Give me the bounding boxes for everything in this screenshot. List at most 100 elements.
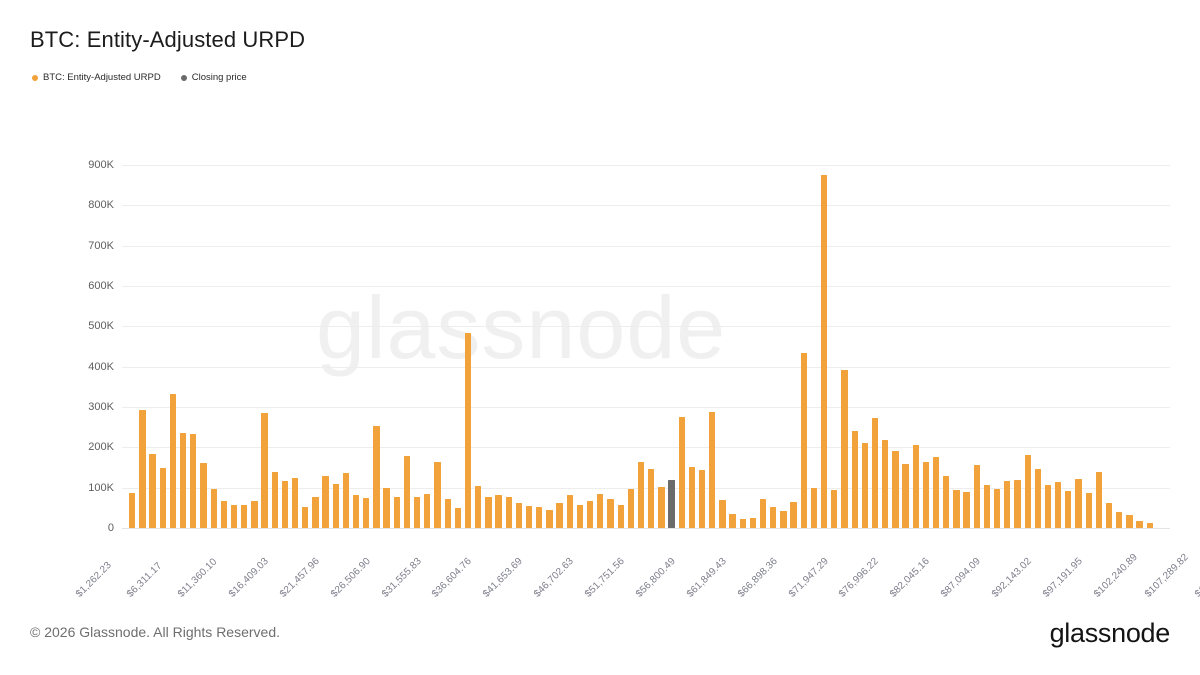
legend-item-closing-price[interactable]: Closing price [180,72,247,83]
urpd-bar[interactable] [251,500,258,528]
urpd-bar[interactable] [1146,523,1153,528]
urpd-bar[interactable] [719,500,726,528]
urpd-bar[interactable] [637,462,645,528]
urpd-bar[interactable] [800,352,807,528]
urpd-bar[interactable] [190,434,197,528]
urpd-bar[interactable] [1116,512,1123,528]
urpd-bar[interactable] [943,475,950,528]
urpd-bar[interactable] [871,418,879,528]
urpd-bar[interactable] [352,495,360,528]
urpd-bar[interactable] [271,472,278,528]
urpd-bar[interactable] [556,502,563,528]
urpd-bar[interactable] [658,487,665,528]
urpd-bar[interactable] [302,507,309,528]
urpd-bar[interactable] [291,478,299,528]
urpd-bar[interactable] [586,500,594,528]
urpd-bar[interactable] [312,497,319,528]
urpd-bar[interactable] [810,488,818,528]
urpd-bar[interactable] [179,432,187,528]
urpd-bar[interactable] [342,473,350,528]
urpd-bar[interactable] [393,496,400,528]
urpd-bar[interactable] [475,485,482,528]
urpd-bar[interactable] [627,489,634,528]
urpd-bar[interactable] [698,469,706,528]
urpd-bar[interactable] [678,417,685,528]
urpd-bar[interactable] [882,440,889,528]
urpd-bar[interactable] [1065,490,1072,528]
urpd-bar[interactable] [953,489,960,528]
urpd-bar[interactable] [617,505,624,528]
urpd-bar[interactable] [485,496,492,528]
urpd-bar[interactable] [576,505,584,528]
urpd-bar[interactable] [230,505,238,528]
urpd-bar[interactable] [383,488,390,528]
urpd-bar[interactable] [932,457,940,528]
urpd-bar[interactable] [139,409,146,528]
urpd-bar[interactable] [281,480,289,528]
urpd-bar[interactable] [1105,503,1113,528]
urpd-bar[interactable] [841,369,848,528]
urpd-bar[interactable] [536,507,543,528]
urpd-bar[interactable] [546,510,553,528]
urpd-bar[interactable] [444,498,451,528]
urpd-bar[interactable] [322,476,329,528]
urpd-bar[interactable] [129,492,136,528]
urpd-bar[interactable] [648,468,655,528]
urpd-bar[interactable] [922,462,930,528]
closing-price-bar[interactable] [668,479,675,528]
urpd-bar[interactable] [220,500,227,528]
urpd-bar[interactable] [363,497,370,528]
urpd-bar[interactable] [159,468,166,528]
urpd-bar[interactable] [495,494,502,528]
urpd-bar[interactable] [892,450,899,528]
urpd-bar[interactable] [403,456,411,528]
urpd-bar[interactable] [261,412,268,528]
urpd-bar[interactable] [963,491,970,528]
urpd-bar[interactable] [464,332,472,528]
urpd-bar[interactable] [770,507,777,528]
urpd-bar[interactable] [515,503,523,528]
urpd-bar[interactable] [200,463,207,528]
urpd-bar[interactable] [1136,520,1143,528]
urpd-bar[interactable] [759,498,767,528]
urpd-bar[interactable] [780,511,787,528]
urpd-bar[interactable] [210,489,217,528]
urpd-bar[interactable] [424,494,431,528]
urpd-bar[interactable] [169,393,177,528]
urpd-bar[interactable] [821,174,828,528]
urpd-bar[interactable] [454,508,461,528]
urpd-bar[interactable] [149,454,156,528]
urpd-bar[interactable] [414,496,421,528]
urpd-bar[interactable] [749,517,757,528]
urpd-bar[interactable] [525,505,533,528]
urpd-bar[interactable] [1024,455,1031,528]
urpd-bar[interactable] [983,484,991,528]
urpd-bar[interactable] [902,464,909,528]
urpd-bar[interactable] [831,490,838,528]
urpd-bar[interactable] [912,445,919,528]
urpd-bar[interactable] [790,501,797,528]
urpd-bar[interactable] [332,483,339,528]
urpd-bar[interactable] [1095,472,1103,528]
urpd-bar[interactable] [851,431,858,528]
urpd-bar[interactable] [688,466,696,528]
urpd-bar[interactable] [1004,481,1011,528]
urpd-bar[interactable] [973,465,980,528]
urpd-bar[interactable] [729,513,736,528]
urpd-bar[interactable] [1044,485,1052,528]
urpd-bar[interactable] [709,411,716,528]
urpd-bar[interactable] [566,495,573,528]
urpd-bar[interactable] [1055,482,1062,528]
urpd-bar[interactable] [1014,480,1021,528]
urpd-bar[interactable] [1075,478,1082,528]
urpd-bar[interactable] [739,518,746,528]
urpd-bar[interactable] [607,499,614,528]
urpd-bar[interactable] [241,505,248,528]
urpd-bar[interactable] [1085,492,1092,528]
urpd-bar[interactable] [434,461,441,528]
legend-item-urpd[interactable]: BTC: Entity-Adjusted URPD [32,72,161,83]
urpd-bar[interactable] [505,496,512,528]
urpd-bar[interactable] [1126,514,1133,528]
urpd-bar[interactable] [993,488,1001,528]
urpd-bar[interactable] [597,493,604,528]
